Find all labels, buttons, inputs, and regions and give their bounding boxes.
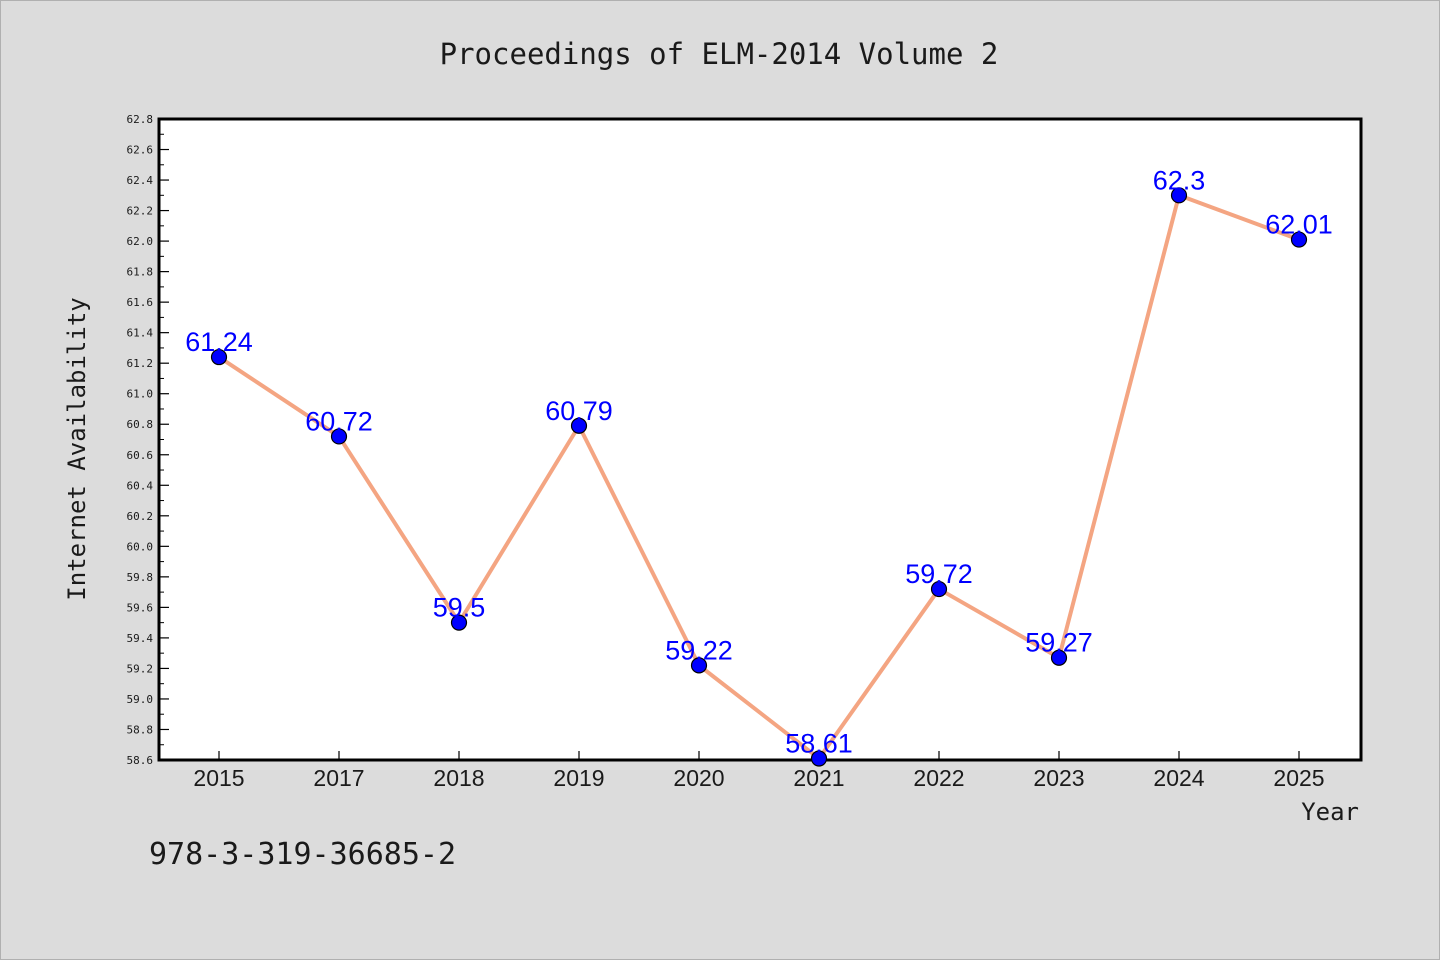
y-tick-label: 60.8 <box>127 418 154 431</box>
data-point <box>1290 231 1308 248</box>
data-point <box>330 428 348 445</box>
x-tick-label: 2018 <box>433 765 484 791</box>
y-tick-label: 62.4 <box>127 174 154 187</box>
data-label: 62.3 <box>1153 165 1206 195</box>
x-tick-label: 2021 <box>793 765 844 791</box>
x-tick-label: 2019 <box>553 765 604 791</box>
y-tick-label: 61.4 <box>127 327 154 340</box>
y-tick-label: 59.2 <box>127 662 154 675</box>
y-tick-label: 59.0 <box>127 693 154 706</box>
x-axis: 2015 2017 2018 2019 2020 2021 2022 2023 2024 2025 <box>193 751 1325 791</box>
data-point <box>450 614 468 631</box>
data-point <box>570 417 588 434</box>
y-tick-label: 58.8 <box>127 723 154 736</box>
y-tick-label: 58.6 <box>127 754 154 767</box>
y-axis-label: Internet Availability <box>63 297 91 600</box>
data-label: 60.72 <box>305 406 373 436</box>
plot-area <box>157 117 1363 762</box>
y-tick-label: 61.2 <box>127 357 154 370</box>
y-tick-label: 59.8 <box>127 571 154 584</box>
y-tick-label: 60.2 <box>127 510 154 523</box>
series-layer: 61.24 60.72 59.5 60.79 59.22 58.61 59.72 59.27 6… <box>185 165 1333 767</box>
data-label: 61.24 <box>185 327 253 357</box>
chart-title: Proceedings of ELM-2014 Volume 2 <box>440 37 999 71</box>
y-tick-label: 62.8 <box>127 113 154 126</box>
y-tick-label: 62.0 <box>127 235 154 248</box>
data-label: 59.22 <box>665 635 733 665</box>
y-tick-label: 61.0 <box>127 388 154 401</box>
x-tick-label: 2017 <box>313 765 364 791</box>
x-tick-label: 2023 <box>1033 765 1084 791</box>
data-point <box>690 657 708 674</box>
x-tick-label: 2015 <box>193 765 244 791</box>
data-label: 62.01 <box>1265 210 1333 240</box>
y-tick-label: 61.8 <box>127 266 154 279</box>
y-tick-label: 60.6 <box>127 449 154 462</box>
data-point <box>930 580 948 598</box>
x-tick-label: 2025 <box>1273 765 1324 791</box>
x-tick-label: 2022 <box>913 765 964 791</box>
x-tick-label: 2020 <box>673 765 724 791</box>
data-label: 59.27 <box>1025 628 1093 658</box>
data-label: 59.5 <box>433 593 486 623</box>
x-axis-label: Year <box>1301 798 1359 826</box>
isbn-text: 978-3-319-36685-2 <box>149 837 456 872</box>
x-tick-label: 2024 <box>1153 765 1204 791</box>
y-tick-label: 60.0 <box>127 540 154 553</box>
data-label: 58.61 <box>785 728 853 758</box>
data-label: 60.79 <box>545 396 613 426</box>
data-point <box>1050 649 1068 666</box>
y-axis: 58.6 58.8 59.0 59.2 59.4 59.6 59.8 60.0 60.2 60.4… <box>127 113 169 767</box>
y-tick-label: 60.4 <box>127 479 154 492</box>
data-point <box>810 750 828 767</box>
y-tick-label: 59.4 <box>127 632 154 645</box>
y-tick-label: 61.6 <box>127 296 154 309</box>
data-label: 59.72 <box>905 559 973 589</box>
y-tick-label: 62.2 <box>127 205 154 218</box>
series-line <box>217 193 1301 761</box>
data-point <box>1170 187 1188 204</box>
y-tick-label: 62.6 <box>127 144 154 157</box>
data-point <box>210 348 228 366</box>
y-tick-label: 59.6 <box>127 601 154 614</box>
